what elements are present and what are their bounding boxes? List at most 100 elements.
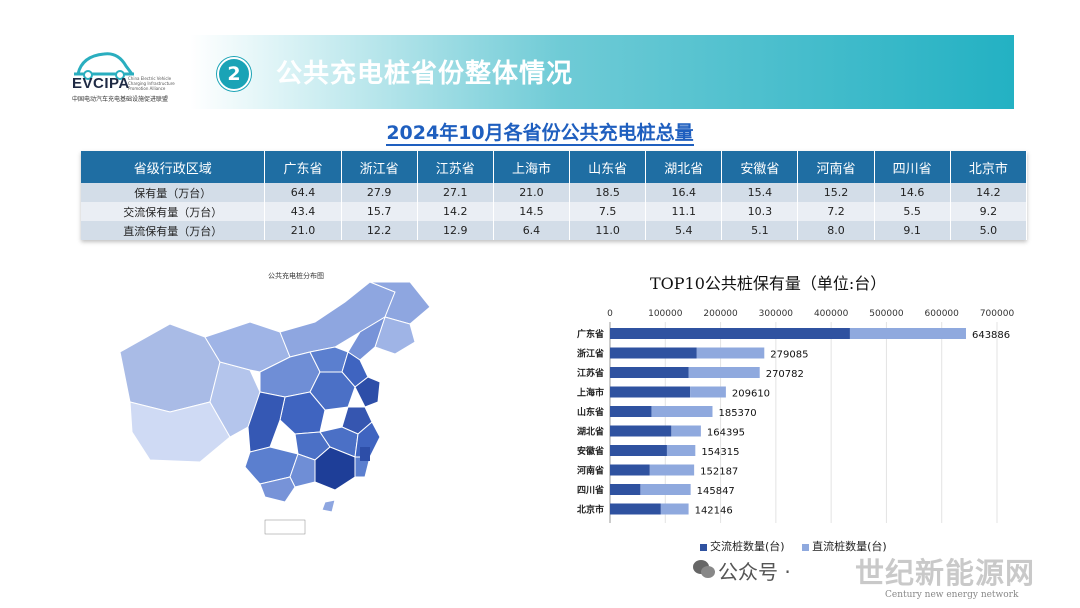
category-label: 浙江省: [577, 348, 604, 360]
table-header-province: 山东省: [569, 151, 647, 183]
top10-bar-chart: 0 100000 200000 300000 400000 500000 600000 700…: [577, 309, 1014, 523]
x-tick-label: 100000: [648, 309, 683, 319]
logo-english: China Electric Vehicle Charging Infrastr…: [128, 76, 175, 91]
table-row: 交流保有量（万台） 43.4 15.7 14.2 14.5 7.5 11.1 10.3 7.2 5…: [81, 202, 1028, 221]
bar-ac: [610, 406, 652, 417]
x-tick-label: 300000: [759, 309, 794, 319]
page-title: 公共充电桩省份整体情况: [276, 59, 574, 89]
category-label: 北京市: [577, 504, 604, 516]
bar-dc: [660, 503, 689, 515]
x-tick-label: 600000: [925, 309, 960, 319]
category-label: 上海市: [577, 387, 604, 399]
table-cell: 7.5: [569, 202, 647, 221]
data-label: 152187: [700, 467, 738, 478]
category-label: 广东省: [577, 328, 604, 340]
data-label: 185370: [718, 408, 756, 419]
category-label: 山东省: [577, 406, 604, 418]
data-label: 279085: [770, 350, 808, 361]
table-header-province: 江苏省: [417, 151, 494, 183]
chart-legend: 交流桩数量(台) 直流桩数量(台): [700, 538, 887, 554]
table-cell: 5.4: [645, 221, 723, 240]
table-cell: 27.9: [341, 183, 418, 202]
category-label: 湖北省: [577, 426, 604, 438]
table-cell: 10.3: [721, 202, 799, 221]
data-label: 209610: [732, 389, 770, 400]
bar-dc: [649, 464, 695, 476]
table-cell: 27.1: [417, 183, 494, 202]
table-cell: 64.4: [264, 183, 342, 202]
table-row: 直流保有量（万台） 21.0 12.2 12.9 6.4 11.0 5.4 5.1 8.0 9.1…: [81, 221, 1028, 240]
data-label: 154315: [701, 447, 739, 458]
bar-dc: [849, 328, 966, 339]
data-label: 270782: [766, 369, 804, 380]
bar-ac: [610, 425, 672, 437]
header-banner: [190, 35, 1014, 109]
bar-ac: [610, 484, 641, 495]
bar-ac: [610, 464, 650, 476]
table-cell: 8.0: [797, 221, 875, 240]
bar-ac: [610, 328, 850, 339]
bar-dc: [640, 484, 691, 495]
table-cell: 43.4: [264, 202, 342, 221]
bar-dc: [690, 386, 726, 398]
table-header-province: 河南省: [797, 151, 875, 183]
category-label: 四川省: [577, 484, 604, 496]
bar-dc: [671, 425, 701, 437]
data-label: 142146: [695, 506, 733, 517]
bar-ac: [610, 386, 691, 398]
table-cell: 12.2: [341, 221, 418, 240]
logo-text: EVCIPA: [72, 75, 130, 92]
table-header-row: 省级行政区域 广东省 浙江省 江苏省 上海市 山东省 湖北省 安徽省 河南省 四川省 北京市: [81, 151, 1028, 183]
table-cell: 15.4: [721, 183, 799, 202]
table-cell: 21.0: [493, 183, 571, 202]
wechat-icon: [693, 560, 715, 578]
table-header-province: 上海市: [493, 151, 571, 183]
table-cell: 15.2: [797, 183, 875, 202]
legend-swatch-ac: [700, 543, 707, 551]
table-cell: 11.0: [569, 221, 647, 240]
table-header-province: 广东省: [264, 151, 342, 183]
data-label: 643886: [972, 330, 1010, 341]
legend-dc-label: 直流桩数量(台): [812, 540, 887, 553]
table-cell: 9.2: [950, 202, 1028, 221]
evcipa-logo-icon: [74, 52, 134, 80]
table-header-province: 安徽省: [721, 151, 799, 183]
table-row-label: 保有量（万台）: [81, 183, 266, 202]
category-label: 河南省: [577, 465, 604, 477]
bar-dc: [651, 406, 713, 417]
x-tick-label: 200000: [703, 309, 738, 319]
x-tick-label: 500000: [869, 309, 904, 319]
table-cell: 9.1: [874, 221, 951, 240]
table-row-label: 直流保有量（万台）: [81, 221, 266, 240]
table-cell: 18.5: [569, 183, 647, 202]
province-table: 省级行政区域 广东省 浙江省 江苏省 上海市 山东省 湖北省 安徽省 河南省 四川省 北京市 保有量…: [81, 151, 1028, 240]
watermark-brand: 世纪新能源网: [855, 556, 1036, 590]
table-header-label: 省级行政区域: [81, 151, 266, 183]
table-cell: 14.2: [417, 202, 494, 221]
category-label: 安徽省: [577, 445, 604, 457]
table-header-province: 湖北省: [645, 151, 723, 183]
table-cell: 5.5: [874, 202, 951, 221]
table-cell: 12.9: [417, 221, 494, 240]
chart-title: TOP10公共桩保有量（单位:台）: [650, 274, 887, 293]
bar-ac: [610, 347, 697, 359]
table-cell: 7.2: [797, 202, 875, 221]
table-cell: 14.2: [950, 183, 1028, 202]
bar-ac: [610, 445, 667, 456]
bar-dc: [688, 367, 760, 378]
table-cell: 15.7: [341, 202, 418, 221]
data-label: 145847: [697, 486, 735, 497]
bar-ac: [610, 367, 689, 378]
section-number-badge: 2: [217, 57, 251, 91]
table-header-province: 北京市: [950, 151, 1028, 183]
bar-dc: [666, 445, 696, 456]
table-header-province: 浙江省: [341, 151, 418, 183]
bar-dc: [696, 347, 765, 359]
table-title: 2024年10月各省份公共充电桩总量: [386, 122, 694, 146]
china-map-image: [119, 281, 431, 535]
watermark-english: Century new energy network: [885, 590, 1019, 600]
table-cell: 5.1: [721, 221, 799, 240]
table-header-province: 四川省: [874, 151, 951, 183]
wechat-account-label: 公众号 ·: [718, 560, 791, 584]
table-cell: 5.0: [950, 221, 1028, 240]
